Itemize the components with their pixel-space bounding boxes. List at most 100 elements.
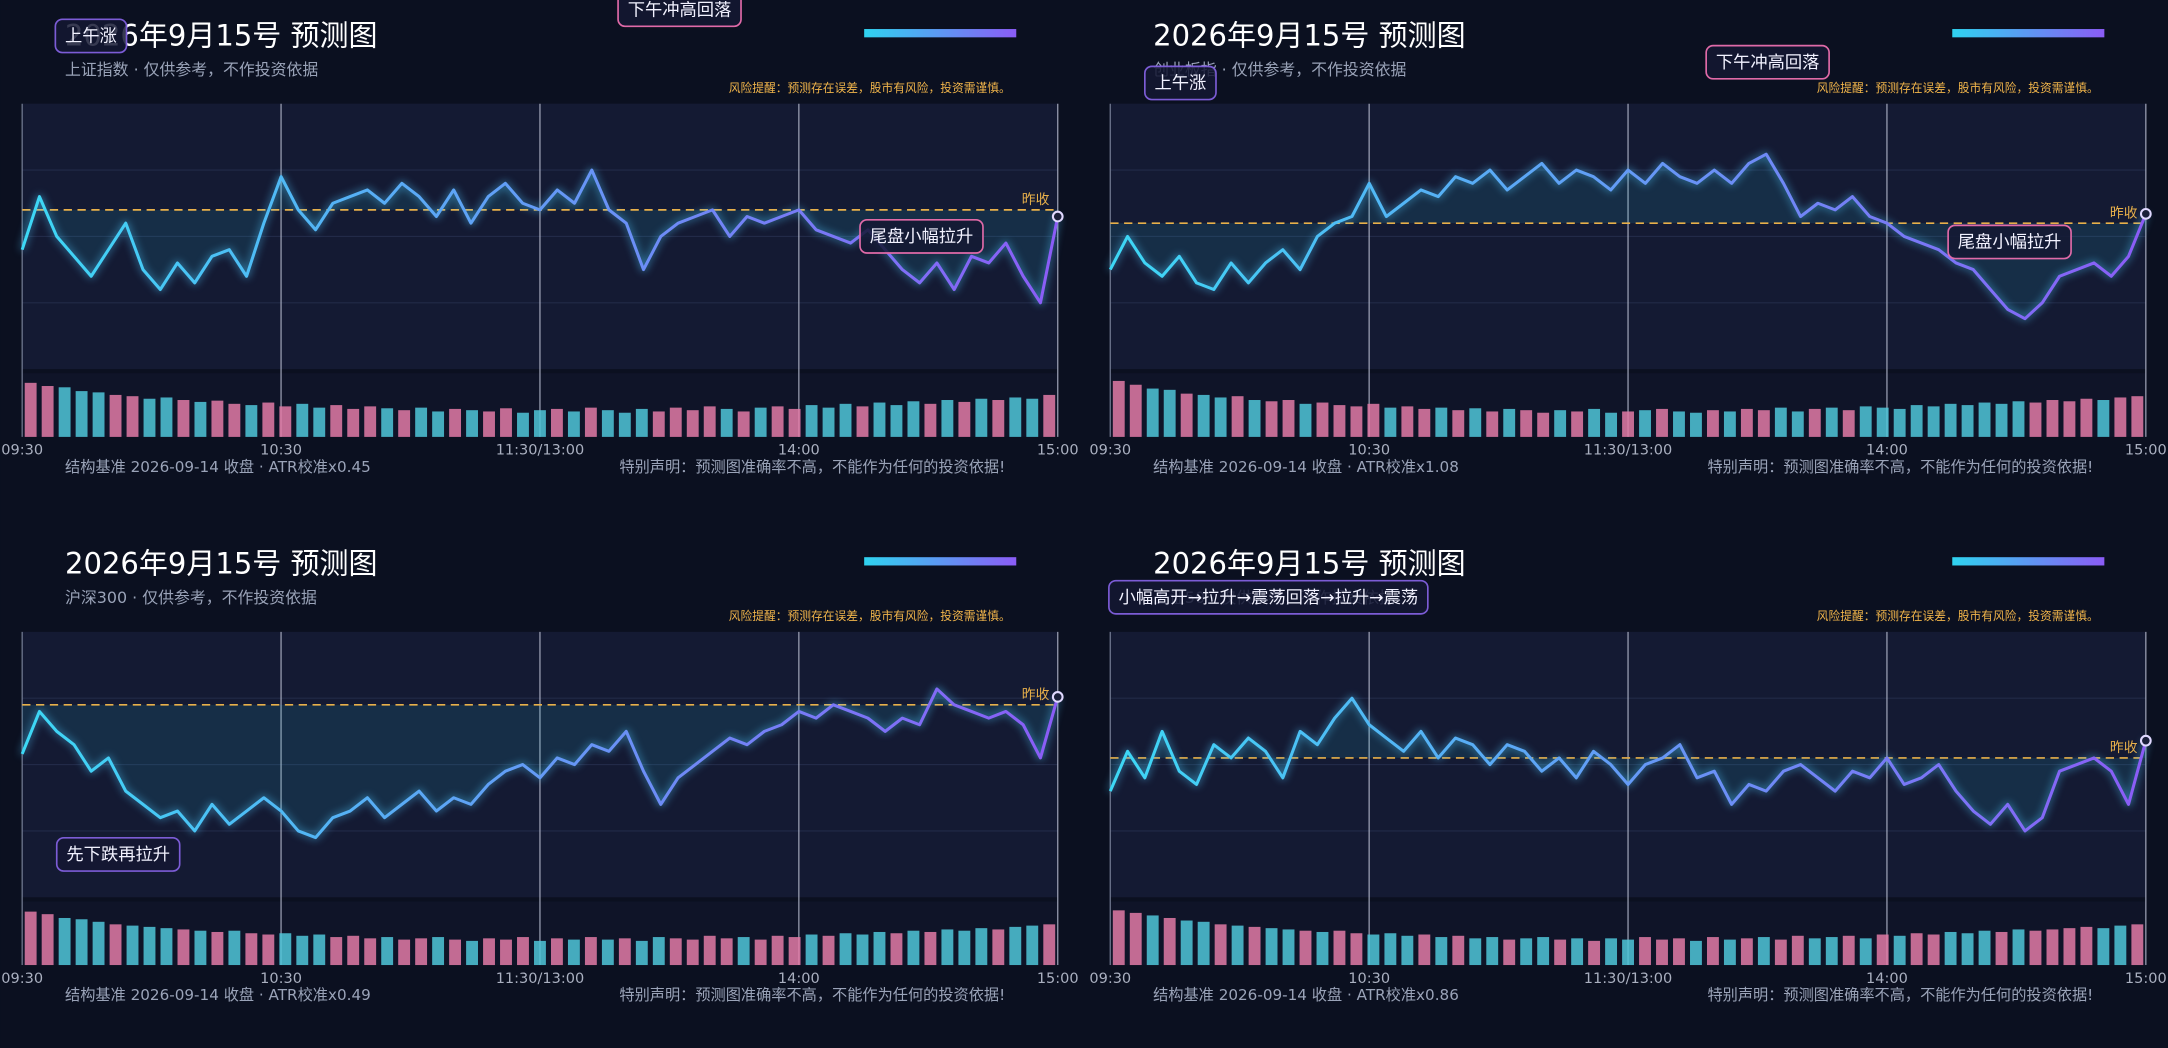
subtitle: 沪深300 · 仅供参考，不作投资依据	[65, 588, 317, 607]
volume-bar	[1231, 925, 1244, 966]
volume-bar	[873, 931, 886, 966]
volume-bar	[109, 394, 122, 437]
volume-bar	[177, 929, 190, 966]
volume-bar	[890, 933, 903, 966]
volume-bar	[941, 929, 954, 966]
volume-bar	[1486, 411, 1499, 437]
volume-bar	[1469, 408, 1482, 437]
volume-bar	[1876, 934, 1889, 966]
volume-bar	[432, 411, 445, 437]
x-tick-label: 11:30/13:00	[1584, 971, 1672, 987]
volume-bar	[1910, 405, 1923, 437]
volume-bar	[1723, 939, 1736, 966]
volume-bar	[92, 921, 105, 966]
annotation-text: 先下跌再拉升	[66, 845, 170, 865]
volume-bar	[856, 406, 869, 437]
annotation-text: 下午冲高回落	[1716, 53, 1820, 73]
volume-bar	[754, 939, 767, 966]
footer-left: 结构基准 2026-09-14 收盘 · ATR校准x0.86	[1153, 986, 1459, 1004]
volume-bar	[1554, 410, 1567, 437]
volume-bar	[567, 939, 580, 966]
volume-bar	[2012, 929, 2025, 966]
volume-bar	[126, 396, 139, 437]
x-tick-label: 11:30/13:00	[496, 971, 584, 987]
volume-bar	[517, 937, 529, 966]
volume-bar	[754, 407, 767, 437]
end-dot	[1051, 691, 1064, 703]
volume-bar	[890, 405, 903, 437]
volume-bar	[381, 408, 394, 437]
volume-bar	[1639, 937, 1651, 966]
volume-bar	[500, 408, 512, 437]
volume-bar	[245, 405, 258, 437]
volume-bar	[1927, 406, 1940, 437]
reference-label: 昨收	[2110, 740, 2138, 756]
annotation-box	[1947, 224, 2072, 260]
x-tick-label: 10:30	[260, 971, 302, 987]
volume-bar	[1435, 407, 1448, 437]
x-tick-label: 09:30	[1, 443, 43, 459]
x-tick-label: 14:00	[1866, 971, 1908, 987]
volume-bar	[58, 917, 71, 966]
volume-bar	[1927, 934, 1940, 966]
x-tick-label: 10:30	[1348, 971, 1390, 987]
footer-right: 特别声明：预测图准确率不高，不能作为任何的投资依据!	[619, 986, 1005, 1004]
volume-bar	[737, 937, 750, 966]
annotation-text: 小幅高开→拉升→震荡回落→拉升→震荡	[1119, 588, 1419, 608]
annotation-box	[1108, 579, 1429, 615]
reference-label: 昨收	[1022, 687, 1050, 703]
volume-bar	[194, 930, 207, 966]
volume-bar	[92, 392, 105, 437]
volume-bar	[2114, 397, 2127, 437]
volume-bar	[1418, 934, 1431, 966]
volume-bar	[1825, 407, 1838, 437]
x-tick-label: 15:00	[2125, 443, 2167, 459]
volume-bar	[1859, 406, 1872, 437]
footer-right: 特别声明：预测图准确率不高，不能作为任何的投资依据!	[1708, 458, 2094, 476]
x-tick-label: 09:30	[1089, 971, 1131, 987]
x-tick-label: 15:00	[2125, 971, 2167, 987]
volume-bar	[1299, 930, 1312, 966]
volume-bar	[1248, 926, 1261, 966]
volume-bar	[1043, 394, 1056, 437]
volume-bar	[1639, 410, 1651, 437]
volume-bar	[1978, 930, 1991, 966]
volume-bar	[398, 939, 411, 966]
volume-bar	[1757, 937, 1770, 966]
volume-bar	[1384, 933, 1397, 966]
x-tick-label: 11:30/13:00	[1584, 443, 1672, 459]
volume-bar	[1486, 937, 1499, 966]
volume-bar	[1299, 403, 1312, 437]
volume-bar	[262, 934, 275, 966]
volume-bar	[2097, 400, 2110, 437]
volume-bar	[143, 398, 156, 437]
volume-bar	[805, 405, 818, 437]
volume-bar	[550, 938, 563, 966]
area-fill	[22, 170, 1058, 303]
volume-bar	[1180, 393, 1193, 437]
volume-bar	[1214, 397, 1227, 437]
volume-bar	[669, 407, 682, 437]
volume-bar	[1520, 410, 1533, 437]
area-fill	[1110, 698, 2146, 831]
volume-bar	[1435, 937, 1448, 966]
volume-bar	[534, 410, 546, 437]
volume-bar	[534, 940, 546, 966]
volume-bar	[1893, 935, 1906, 966]
volume-bar	[2114, 925, 2127, 966]
volume-bar	[907, 401, 920, 437]
volume-bar	[1129, 384, 1142, 437]
volume-bar	[1808, 938, 1821, 966]
volume-bar	[109, 924, 122, 966]
volume-bar	[720, 408, 733, 437]
volume-bar	[313, 407, 326, 437]
volume-bar	[245, 933, 258, 966]
volume-bar	[1180, 920, 1193, 966]
volume-bar	[2080, 926, 2093, 966]
volume-bar	[1265, 928, 1278, 966]
volume-bar	[822, 935, 835, 966]
volume-bar	[58, 387, 71, 437]
